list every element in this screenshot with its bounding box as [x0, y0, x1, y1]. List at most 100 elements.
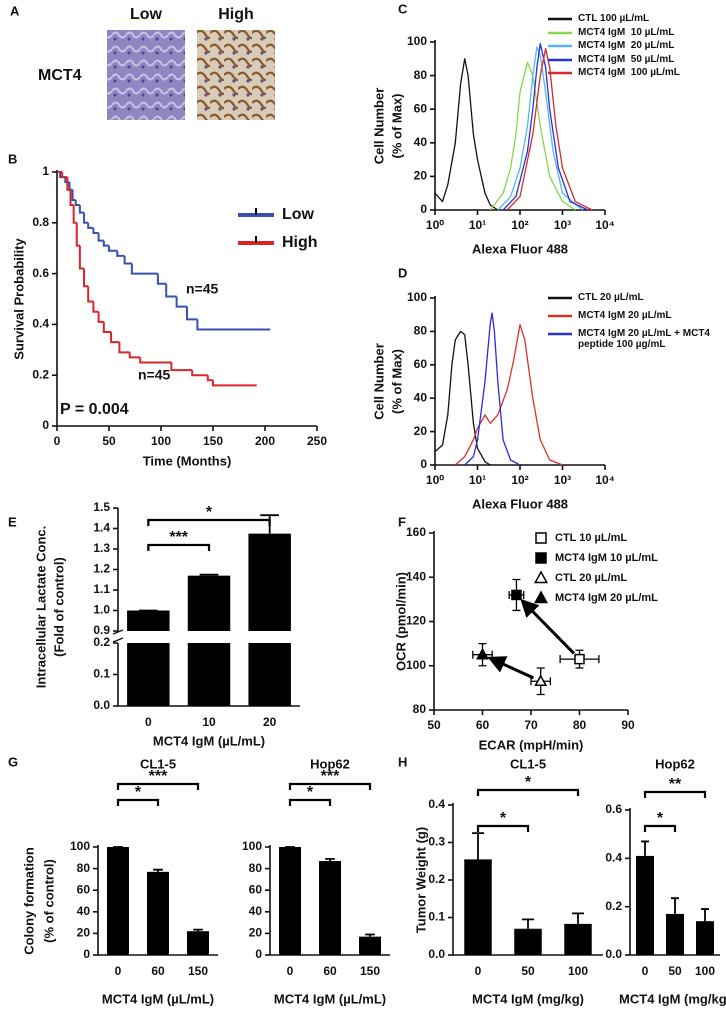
x-axis-label: Alexa Fluor 488: [472, 241, 568, 256]
survival-step: [92, 227, 99, 234]
y-tick-label: 0.2: [605, 899, 622, 913]
survival-step: [212, 380, 257, 387]
error-bar: [701, 908, 709, 922]
error-bar: [471, 832, 485, 860]
bar: [248, 533, 291, 631]
x-axis-label: MCT4 IgM (µL/mL): [102, 991, 214, 1006]
bar: [187, 931, 209, 955]
x-tick-label: 10¹: [469, 218, 486, 232]
significance-bracket: [288, 798, 332, 806]
y-tick-label: 1.0: [93, 603, 110, 617]
x-tick-label: 10⁴: [595, 218, 614, 232]
y-tick-label: 20: [414, 424, 428, 438]
legend-label: Low: [282, 206, 315, 223]
significance-label: *: [657, 810, 664, 827]
survival-step: [71, 189, 76, 201]
y-tick-label: 60: [77, 882, 91, 896]
panel-letter: B: [8, 151, 17, 166]
error-bar: [325, 857, 335, 862]
x-tick-label: 0: [54, 434, 61, 448]
survival-step: [130, 263, 158, 275]
column-label: High: [218, 6, 254, 23]
y-axis-label: Cell Number: [371, 88, 386, 165]
histogram-curve: [464, 312, 521, 466]
x-tick-label: 10: [202, 715, 216, 729]
error-bar: [521, 918, 535, 929]
y-tick-label: 120: [406, 614, 426, 628]
histogram-curve: [489, 61, 576, 211]
bar: [127, 610, 170, 631]
y-axis-label: Intracellular Lactate Conc.: [33, 526, 48, 689]
y-tick-label: 0.4: [605, 851, 622, 865]
y-tick-label: 0.0: [93, 698, 110, 712]
legend-label-box: MCT4 IgM 50 µL/mL: [578, 54, 674, 65]
y-tick-label: 0.6: [605, 802, 622, 816]
survival-step: [72, 205, 77, 224]
y-axis-label: (Fold of control): [51, 557, 66, 657]
row-label: MCT4: [38, 67, 82, 84]
y-tick-label: 0.0: [605, 947, 622, 961]
x-tick-label: 0: [287, 964, 294, 978]
x-tick-label: 10⁰: [426, 218, 444, 232]
y-tick-label: 80: [414, 324, 428, 338]
legend-marker: [535, 552, 547, 564]
y-axis-label: OCR (pmol/min): [393, 572, 408, 671]
bar: [636, 855, 654, 955]
y-tick-label: 40: [414, 390, 428, 404]
histogram-curve: [434, 330, 491, 466]
y-tick-label: 20: [77, 926, 91, 940]
legend-label: CTL 20 µL/mL: [578, 292, 644, 303]
x-tick-label: 200: [255, 434, 275, 448]
y-axis-label: Tumor Weight (g): [413, 827, 428, 933]
y-tick-label: 160: [406, 525, 426, 539]
survival-step: [108, 245, 118, 252]
bar: [464, 859, 492, 955]
y-tick-label: 60: [414, 357, 428, 371]
panel-letter: D: [398, 265, 407, 280]
y-tick-label: 0.2: [93, 635, 110, 649]
survival-step: [110, 332, 120, 344]
survival-step: [116, 250, 125, 257]
y-tick-label: 100: [406, 658, 426, 672]
y-tick-label: 0.2: [32, 367, 49, 381]
y-tick-label: 20: [414, 169, 428, 183]
survival-step: [87, 222, 94, 229]
x-tick-label: 10²: [511, 473, 528, 487]
error-bar: [153, 868, 163, 872]
significance-bracket: [116, 798, 160, 806]
significance-label: **: [669, 776, 682, 793]
legend-label-box: MCT4 IgM 100 µL/mL: [578, 67, 680, 78]
legend-marker: [533, 570, 549, 584]
chart-title: Hop62: [655, 756, 695, 771]
legend-label-box: MCT4 IgM 20 µL/mL: [578, 310, 672, 321]
x-tick-label: 250: [307, 434, 327, 448]
x-axis-label: Alexa Fluor 488: [472, 496, 568, 511]
error-bar: [193, 928, 203, 932]
significance-bracket: [476, 824, 530, 832]
chart-title: Hop62: [310, 756, 350, 771]
significance-bracket: [147, 518, 271, 526]
bar: [147, 871, 169, 955]
x-tick-label: 50: [427, 718, 441, 732]
survival-step: [74, 199, 80, 207]
y-tick-label: 80: [77, 861, 91, 875]
bar: [187, 643, 231, 706]
significance-bracket: [116, 782, 200, 790]
x-tick-label: 50: [521, 964, 535, 978]
y-tick-label: 0.2: [428, 872, 445, 886]
survival-step: [68, 182, 73, 191]
y-tick-label: 0.3: [428, 835, 445, 849]
bar: [187, 575, 231, 631]
x-axis-label: MCT4 IgM (mg/kg): [472, 991, 584, 1006]
survival-step: [92, 301, 99, 313]
legend-label: CTL 10 µL/mL: [555, 532, 627, 544]
legend-marker: [535, 532, 547, 544]
x-tick-label: 150: [203, 434, 223, 448]
x-tick-label: 100: [568, 964, 588, 978]
x-axis-label: Time (Months): [143, 453, 232, 468]
y-tick-label: 1.1: [93, 582, 110, 596]
y-axis-label: (% of Max): [389, 94, 404, 159]
survival-step: [170, 362, 193, 372]
y-tick-label: 140: [406, 569, 426, 583]
